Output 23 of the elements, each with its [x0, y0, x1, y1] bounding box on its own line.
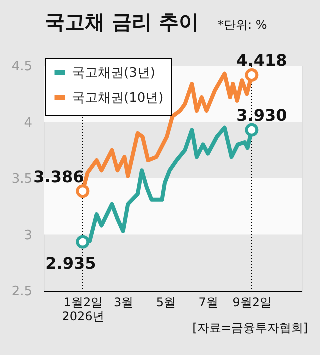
x-tick-label: 7월 — [198, 296, 218, 310]
legend-label: 국고채권(10년) — [72, 91, 164, 106]
point — [245, 68, 259, 82]
legend-label: 국고채권(3년) — [72, 66, 156, 81]
point — [245, 123, 259, 137]
x-tick-label: 5월 — [156, 296, 176, 310]
y-tick-label: 3 — [24, 228, 32, 244]
y-tick-label: 4 — [24, 116, 32, 131]
y-tick-label: 4.5 — [12, 60, 32, 74]
x-tick-label: 1월2일 2026년 — [62, 296, 105, 324]
point — [76, 235, 90, 249]
annotation: 3.930 — [236, 106, 288, 126]
annotation: 2.935 — [46, 254, 96, 274]
annotation: 4.418 — [236, 51, 288, 70]
chart-title: 국고채 금리 추이 — [45, 10, 199, 34]
text: [자료=금융투자협회] — [192, 321, 308, 335]
point — [76, 184, 90, 198]
y-tick-label: 2.5 — [12, 284, 32, 300]
x-tick-label: 3월 — [114, 296, 134, 310]
x-tick-label: 9월2일 — [232, 296, 272, 310]
text: *단위: % — [218, 18, 268, 32]
annotation: 3.386 — [34, 167, 84, 186]
y-tick-label: 3.5 — [12, 172, 32, 187]
